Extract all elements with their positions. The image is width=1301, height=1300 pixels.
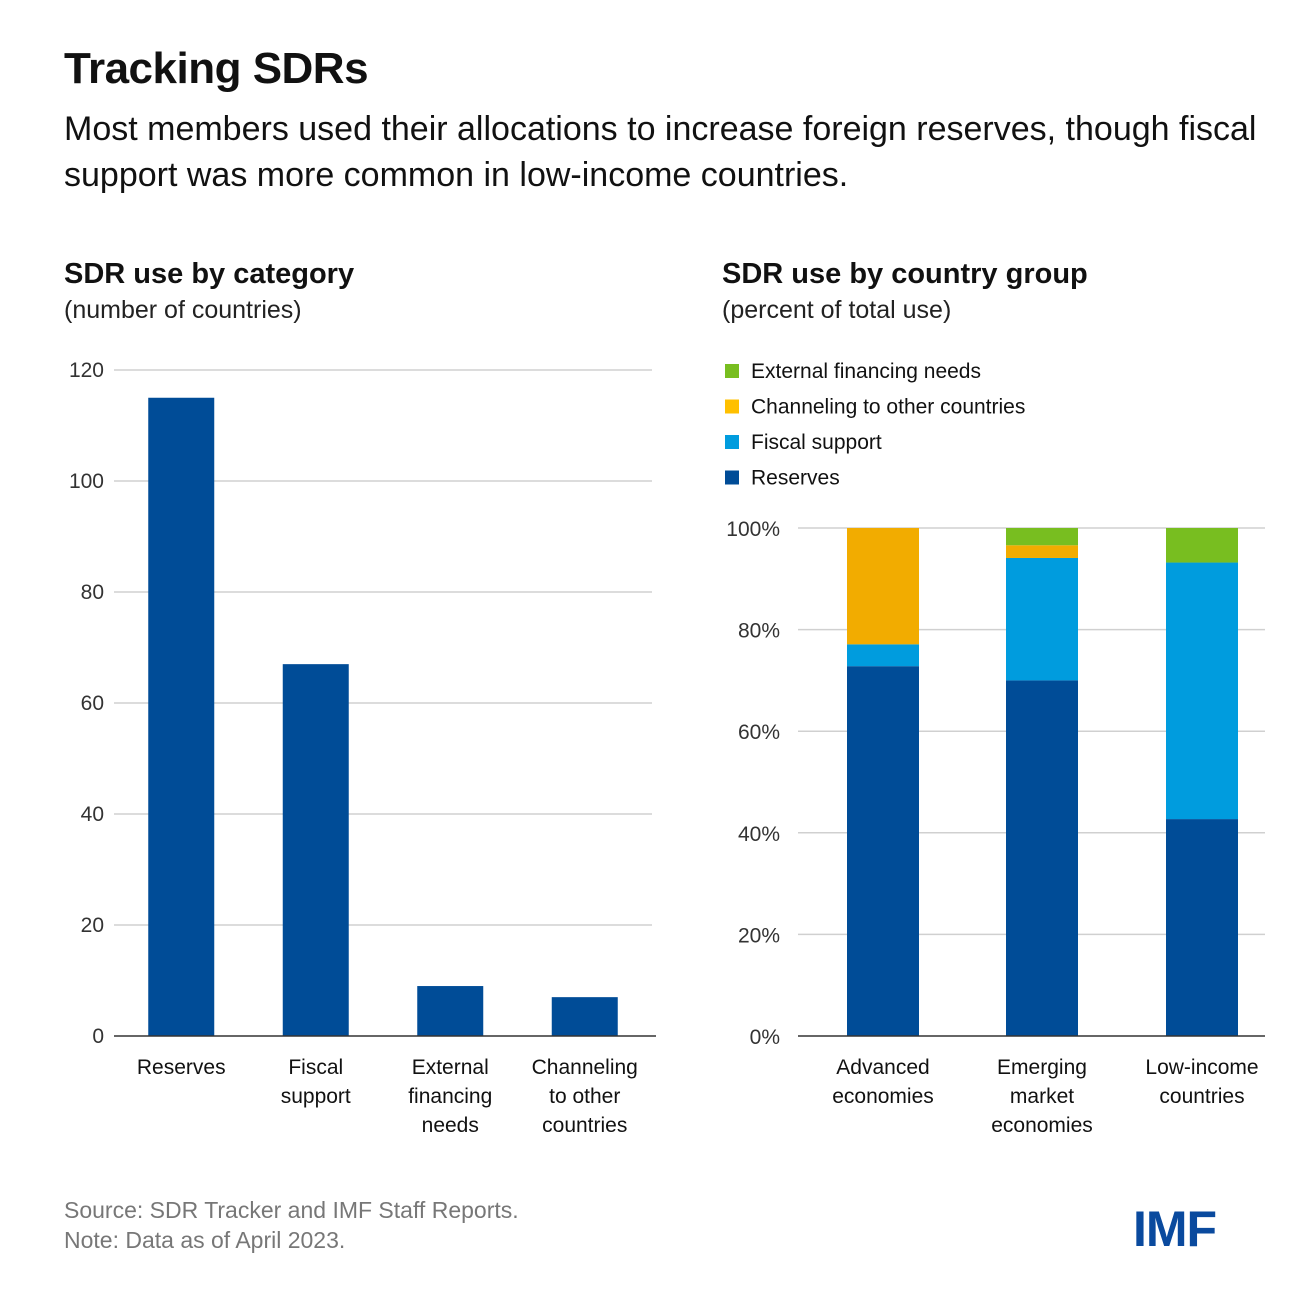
y-tick-label: 120: [69, 359, 104, 382]
footer: Source: SDR Tracker and IMF Staff Report…: [64, 1195, 519, 1255]
x-tick-label: to other: [549, 1085, 620, 1108]
right-chart-subtitle: (percent of total use): [722, 296, 952, 324]
y-tick-label: 80%: [738, 620, 780, 643]
legend-swatch: [725, 399, 739, 414]
imf-logo: IMF: [1133, 1201, 1217, 1257]
x-tick-label: Channeling: [532, 1056, 638, 1079]
legend-swatch: [725, 364, 739, 378]
y-tick-label: 40%: [738, 823, 780, 846]
y-tick-label: 100: [69, 470, 104, 493]
x-tick-label: market: [1010, 1085, 1074, 1108]
y-tick-label: 0: [92, 1025, 104, 1048]
x-tick-label: Fiscal: [288, 1056, 343, 1079]
legend-label: Channeling to other countries: [751, 396, 1025, 419]
bar: [282, 664, 349, 1036]
legend-label: External financing needs: [751, 360, 981, 383]
bar: [551, 997, 618, 1036]
y-tick-label: 0%: [750, 1026, 780, 1049]
y-tick-label: 60: [81, 692, 104, 715]
y-tick-label: 20%: [738, 924, 780, 947]
y-tick-label: 60%: [738, 721, 780, 744]
bar: [417, 986, 484, 1036]
bar-segment: [1166, 528, 1238, 563]
y-tick-label: 80: [81, 581, 104, 604]
x-tick-label: economies: [832, 1085, 934, 1108]
bar-segment: [1006, 680, 1078, 1036]
x-tick-label: Low-income: [1145, 1056, 1258, 1079]
bar-segment: [1166, 819, 1238, 1036]
chart-subtitle: Most members used their allocations to i…: [64, 110, 1257, 194]
chart-title: Tracking SDRs: [64, 44, 369, 93]
y-tick-label: 100%: [726, 518, 780, 541]
x-tick-label: needs: [422, 1114, 479, 1137]
x-tick-label: countries: [1159, 1085, 1244, 1108]
left-chart-title: SDR use by category: [64, 258, 355, 290]
bar-segment: [1006, 545, 1078, 558]
right-chart-title: SDR use by country group: [722, 258, 1088, 290]
source-note: Source: SDR Tracker and IMF Staff Report…: [64, 1197, 519, 1223]
bar-segment: [1006, 557, 1078, 681]
bar-segment: [1006, 528, 1078, 546]
x-tick-label: countries: [542, 1114, 627, 1137]
legend-swatch: [725, 470, 739, 485]
y-tick-label: 40: [81, 803, 104, 826]
data-note: Note: Data as of April 2023.: [64, 1227, 346, 1253]
bar-segment: [847, 644, 919, 667]
y-tick-label: 20: [81, 914, 104, 937]
x-tick-label: financing: [408, 1085, 492, 1108]
legend-label: Fiscal support: [751, 431, 882, 454]
legend-label: Reserves: [751, 467, 840, 490]
legend-swatch: [725, 435, 739, 449]
bar: [148, 397, 215, 1036]
x-tick-label: Reserves: [137, 1056, 226, 1079]
bar-segment: [1166, 562, 1238, 820]
x-tick-label: support: [281, 1085, 351, 1108]
x-tick-label: External: [412, 1056, 489, 1079]
left-chart-subtitle: (number of countries): [64, 296, 302, 324]
bar-segment: [847, 666, 919, 1036]
x-tick-label: economies: [991, 1114, 1093, 1137]
bar-segment: [847, 528, 919, 645]
x-tick-label: Emerging: [997, 1056, 1087, 1079]
x-tick-label: Advanced: [836, 1056, 929, 1079]
